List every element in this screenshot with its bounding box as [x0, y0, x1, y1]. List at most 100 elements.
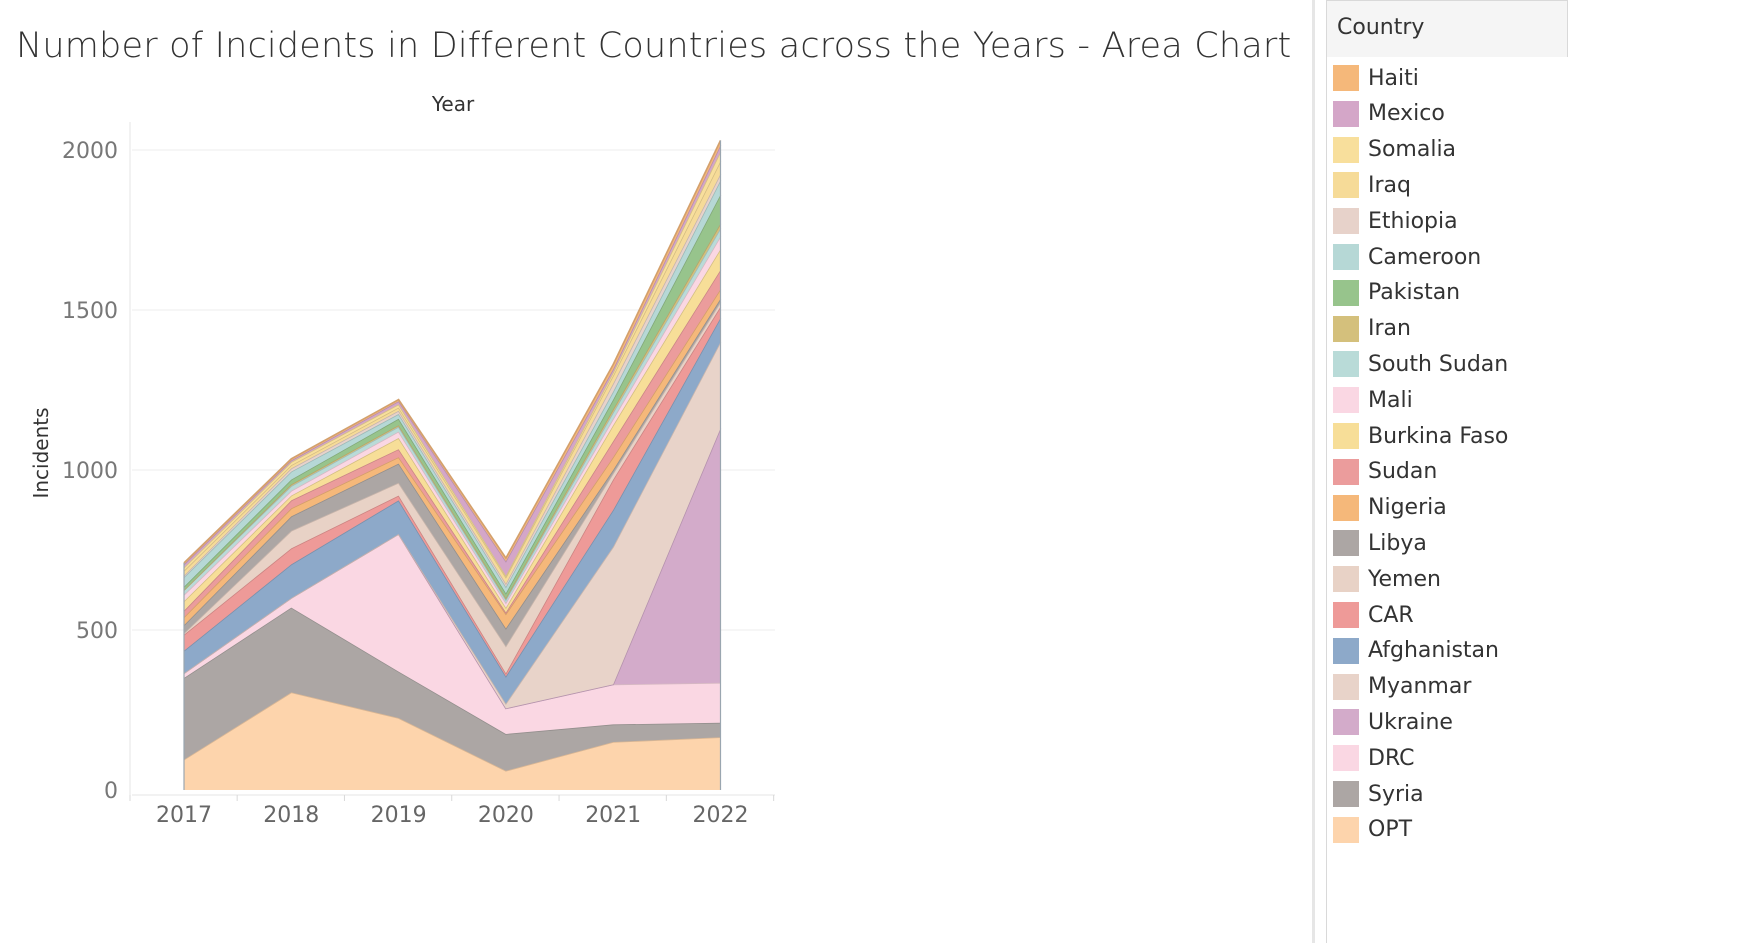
legend-label: Libya — [1368, 530, 1427, 556]
chart-pane: 0 500 1000 1500 2000 2017 2018 2019 2020 2021 2022… — [16, 26, 1292, 828]
area-ukraine[interactable] — [184, 428, 721, 709]
legend-item[interactable]: Ethiopia — [1332, 204, 1560, 238]
legend-swatch — [1333, 279, 1359, 306]
area-burkina-faso[interactable] — [184, 249, 721, 613]
legend-label: Haiti — [1368, 65, 1419, 91]
legend-item[interactable]: Ukraine — [1332, 705, 1560, 739]
legend-swatch — [1333, 602, 1359, 628]
area-drc[interactable] — [184, 534, 721, 734]
legend-label: CAR — [1368, 602, 1414, 628]
legend-item[interactable]: Cameroon — [1332, 240, 1560, 274]
legend-item[interactable]: Nigeria — [1332, 491, 1560, 525]
y-tick-label: 1000 — [62, 459, 118, 484]
legend-label: Mali — [1368, 387, 1413, 413]
legend-swatch — [1333, 136, 1359, 163]
legend-swatch — [1333, 387, 1359, 414]
legend-label: South Sudan — [1368, 351, 1509, 377]
legend-label: Ukraine — [1368, 709, 1453, 735]
area-myanmar[interactable] — [184, 342, 721, 709]
pane-divider[interactable] — [1312, 0, 1315, 943]
area-edge-line — [183, 140, 722, 564]
legend-header — [1327, 1, 1567, 57]
legend-swatch — [1333, 637, 1359, 664]
legend-swatch — [1333, 351, 1359, 378]
legend-label: DRC — [1368, 745, 1415, 771]
legend-label: Nigeria — [1368, 495, 1447, 521]
x-tick-label: 2021 — [585, 803, 641, 828]
legend-item[interactable]: Sudan — [1332, 455, 1560, 489]
area-syria[interactable] — [184, 607, 721, 771]
legend-swatch — [1333, 65, 1359, 91]
legend-swatch — [1333, 208, 1359, 235]
area-somalia[interactable] — [184, 151, 721, 578]
legend-item[interactable]: Syria — [1332, 777, 1560, 811]
legend-label: Burkina Faso — [1368, 423, 1509, 449]
legend-swatch — [1333, 423, 1359, 449]
legend-item[interactable]: Burkina Faso — [1332, 419, 1560, 453]
legend-swatch — [1333, 816, 1359, 843]
area-nigeria[interactable] — [184, 289, 721, 629]
legend-label: Iraq — [1368, 172, 1411, 198]
legend-label: Ethiopia — [1368, 208, 1458, 234]
legend-label: Somalia — [1368, 137, 1457, 163]
area-sudan[interactable] — [184, 270, 721, 618]
legend-item[interactable]: Yemen — [1332, 562, 1560, 596]
legend-swatch — [1333, 100, 1359, 127]
legend-item[interactable]: CAR — [1332, 598, 1560, 632]
legend-item[interactable]: Iran — [1332, 312, 1560, 346]
legend-swatch — [1333, 458, 1359, 485]
legend-scrollbar[interactable] — [1564, 57, 1568, 944]
x-tick-label: 2020 — [478, 803, 534, 828]
area-iran[interactable] — [184, 223, 721, 600]
legend-item[interactable]: Iraq — [1332, 168, 1560, 202]
legend-label: OPT — [1368, 817, 1413, 843]
legend-swatch — [1333, 315, 1359, 342]
area-car[interactable] — [184, 306, 721, 677]
x-tick-label: 2018 — [263, 803, 319, 828]
area-south-sudan[interactable] — [184, 228, 721, 603]
legend-panel: Country Haiti Mexico Somalia Iraq Ethiopia Ca… — [1326, 0, 1568, 944]
area-mali[interactable] — [184, 236, 721, 608]
legend-label: Mexico — [1368, 101, 1445, 127]
x-tick-label: 2022 — [693, 803, 749, 828]
legend-item[interactable]: Pakistan — [1332, 276, 1560, 310]
chart-title: Number of Incidents in Different Countri… — [16, 26, 1292, 66]
legend-item[interactable]: Libya — [1332, 526, 1560, 560]
legend-item[interactable]: Myanmar — [1332, 670, 1560, 704]
x-tick-label: 2019 — [371, 803, 427, 828]
legend-swatch — [1333, 781, 1359, 807]
area-chart: 0 500 1000 1500 2000 2017 2018 2019 2020 2021 2022… — [29, 92, 775, 828]
legend-swatch — [1333, 530, 1359, 557]
legend-item[interactable]: Mexico — [1332, 97, 1560, 131]
legend-swatch — [1333, 709, 1359, 736]
x-axis-title: Year — [431, 92, 475, 116]
legend-item[interactable]: Mali — [1332, 383, 1560, 417]
legend-label: Pakistan — [1368, 280, 1461, 306]
legend-label: Afghanistan — [1368, 638, 1499, 664]
y-axis-title: Incidents — [29, 407, 53, 498]
y-tick-label: 0 — [104, 779, 118, 804]
legend-item[interactable]: Somalia — [1332, 133, 1560, 167]
y-tick-label: 1500 — [62, 299, 118, 324]
legend-swatch — [1333, 566, 1359, 593]
legend-swatch — [1333, 244, 1359, 270]
legend-item[interactable]: South Sudan — [1332, 347, 1560, 381]
area-libya[interactable] — [184, 298, 721, 646]
legend-label: Syria — [1368, 781, 1424, 807]
legend-swatch — [1333, 494, 1359, 521]
legend-label: Sudan — [1368, 459, 1438, 485]
legend-item[interactable]: Afghanistan — [1332, 634, 1560, 668]
legend-label: Yemen — [1368, 566, 1441, 592]
y-tick-label: 2000 — [62, 139, 118, 164]
legend-swatch — [1333, 172, 1359, 199]
legend-swatch — [1333, 745, 1359, 772]
x-tick-label: 2017 — [156, 803, 212, 828]
legend-item[interactable]: OPT — [1332, 813, 1560, 847]
legend-item[interactable]: Haiti — [1332, 61, 1560, 95]
area-opt[interactable] — [184, 692, 721, 790]
area-mexico[interactable] — [184, 145, 721, 576]
legend-label: Cameroon — [1368, 244, 1482, 270]
legend-item[interactable]: DRC — [1332, 741, 1560, 775]
y-tick-label: 500 — [76, 619, 118, 644]
legend-title: Country — [1337, 15, 1425, 40]
